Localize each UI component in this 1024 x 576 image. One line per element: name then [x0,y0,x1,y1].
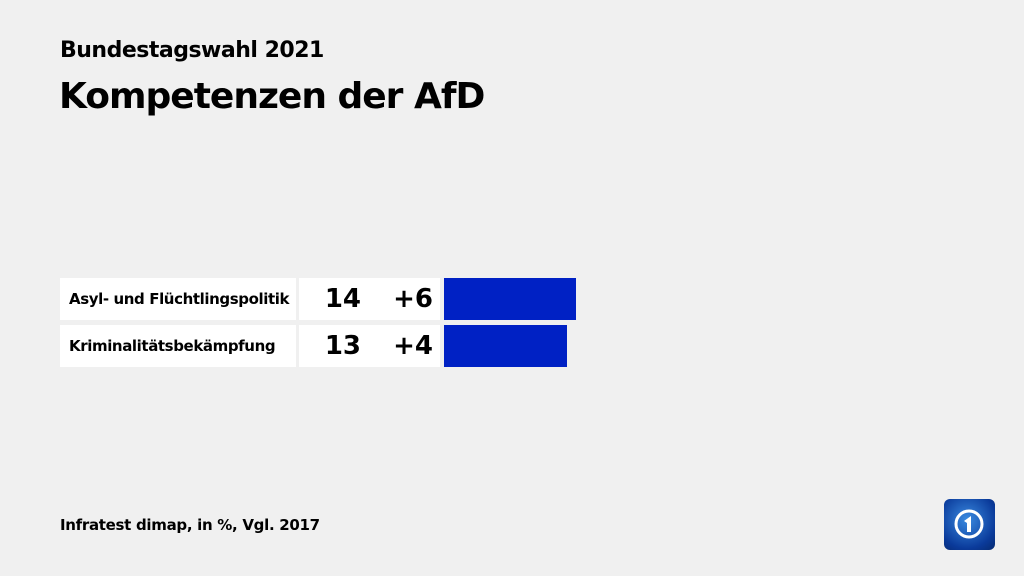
category-label: Kriminalitätsbekämpfung [60,325,296,367]
chart-subtitle: Bundestagswahl 2021 [60,38,324,63]
value-label: 13 [324,331,361,361]
value-cell: 14 +6 [299,278,440,320]
tagesschau-logo-icon [944,499,995,550]
bar [444,278,577,320]
chart-title: Kompetenzen der AfD [59,76,485,117]
bar [444,325,567,367]
category-label: Asyl- und Flüchtlingspolitik [60,278,296,320]
value-cell: 13 +4 [299,325,440,367]
source-note: Infratest dimap, in %, Vgl. 2017 [60,516,320,534]
diff-label: +4 [393,331,433,361]
diff-label: +6 [393,284,433,314]
value-label: 14 [324,284,361,314]
